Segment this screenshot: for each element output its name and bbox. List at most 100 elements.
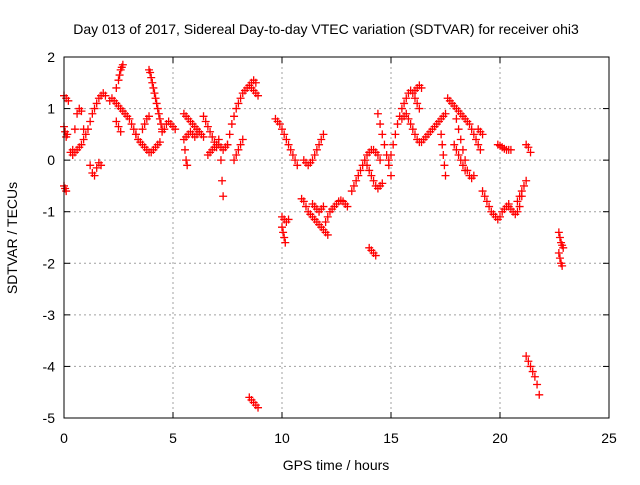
data-point <box>64 96 73 105</box>
data-point <box>524 357 533 366</box>
data-point <box>478 130 487 139</box>
data-point <box>112 83 121 92</box>
series-arc10 <box>131 130 164 157</box>
data-point <box>288 150 297 159</box>
data-point <box>146 68 155 77</box>
data-point <box>199 112 208 121</box>
data-point <box>319 202 328 211</box>
data-point <box>278 125 286 134</box>
data-points <box>60 60 568 412</box>
data-point <box>73 109 82 118</box>
series-arc44 <box>493 140 515 154</box>
data-point <box>440 161 449 170</box>
data-point <box>522 176 531 185</box>
data-point <box>456 135 465 144</box>
data-point <box>171 125 180 134</box>
data-point <box>201 117 210 126</box>
data-point <box>230 112 239 121</box>
data-point <box>147 73 156 82</box>
series-arc25 <box>278 212 293 227</box>
data-point <box>219 192 228 201</box>
x-tick-labels: 0 5 10 15 20 25 <box>60 430 617 446</box>
y-tick-label: -4 <box>43 358 56 374</box>
data-point <box>101 91 110 100</box>
x-axis-label: GPS time / hours <box>283 457 390 473</box>
data-point <box>114 76 123 85</box>
data-point <box>469 130 478 139</box>
x-tick-label: 20 <box>492 430 508 446</box>
data-point <box>275 120 284 129</box>
data-point <box>478 187 487 196</box>
data-point <box>360 156 369 165</box>
data-point <box>554 228 563 237</box>
series-arc37 <box>397 109 450 147</box>
data-point <box>232 150 241 159</box>
data-point <box>456 156 465 165</box>
data-point <box>376 120 385 129</box>
data-point <box>441 109 450 118</box>
data-point <box>90 171 99 180</box>
data-point <box>83 125 92 134</box>
data-point <box>376 156 385 165</box>
data-point <box>286 145 295 154</box>
data-point <box>131 130 140 139</box>
data-point <box>387 150 395 159</box>
data-point <box>356 166 365 175</box>
data-point <box>393 120 402 129</box>
axis-ticks <box>63 56 610 419</box>
data-point <box>92 163 101 172</box>
data-point <box>373 150 382 159</box>
data-point <box>129 125 138 134</box>
y-tick-label: -1 <box>43 204 56 220</box>
series-arc33 <box>373 109 395 180</box>
data-point <box>238 135 247 144</box>
data-point <box>284 215 293 224</box>
y-tick-label: 0 <box>47 152 55 168</box>
series-arc50 <box>554 248 567 270</box>
series-arc3 <box>60 181 71 196</box>
data-point <box>86 117 95 126</box>
data-point <box>90 104 99 113</box>
data-point <box>408 125 417 134</box>
data-point <box>214 135 223 144</box>
series-arc43 <box>478 187 513 224</box>
data-point <box>183 161 192 170</box>
data-point <box>472 135 481 144</box>
y-tick-labels: -5 -4 -3 -2 -1 0 1 2 <box>43 49 56 426</box>
y-tick-label: -2 <box>43 255 56 271</box>
data-point <box>299 197 308 206</box>
data-point <box>70 125 79 134</box>
data-point <box>410 94 419 103</box>
series-arc11 <box>138 112 154 134</box>
data-point <box>454 125 463 134</box>
data-point <box>380 140 389 149</box>
data-point <box>116 127 125 136</box>
series-arc1 <box>60 91 73 105</box>
data-point <box>223 140 232 149</box>
data-point <box>402 94 411 103</box>
data-point <box>230 156 239 165</box>
data-point <box>415 104 424 113</box>
data-point <box>127 120 136 129</box>
series-arc24 <box>271 114 302 170</box>
data-point <box>112 117 121 126</box>
series-arc13 <box>158 117 180 136</box>
data-point <box>387 171 395 180</box>
data-point <box>373 109 382 118</box>
chart-title: Day 013 of 2017, Sidereal Day-to-day VTE… <box>73 21 579 37</box>
data-point <box>206 127 215 136</box>
data-point <box>138 125 147 134</box>
data-point <box>554 248 563 257</box>
data-point <box>524 143 533 152</box>
data-point <box>279 228 288 237</box>
y-tick-label: 1 <box>47 101 55 117</box>
data-point <box>558 261 567 270</box>
series-arc38 <box>437 130 450 180</box>
series-arc27 <box>297 194 332 239</box>
data-point <box>406 120 415 129</box>
data-point <box>441 171 450 180</box>
data-point <box>86 161 95 170</box>
data-point <box>365 166 374 175</box>
data-point <box>236 140 245 149</box>
